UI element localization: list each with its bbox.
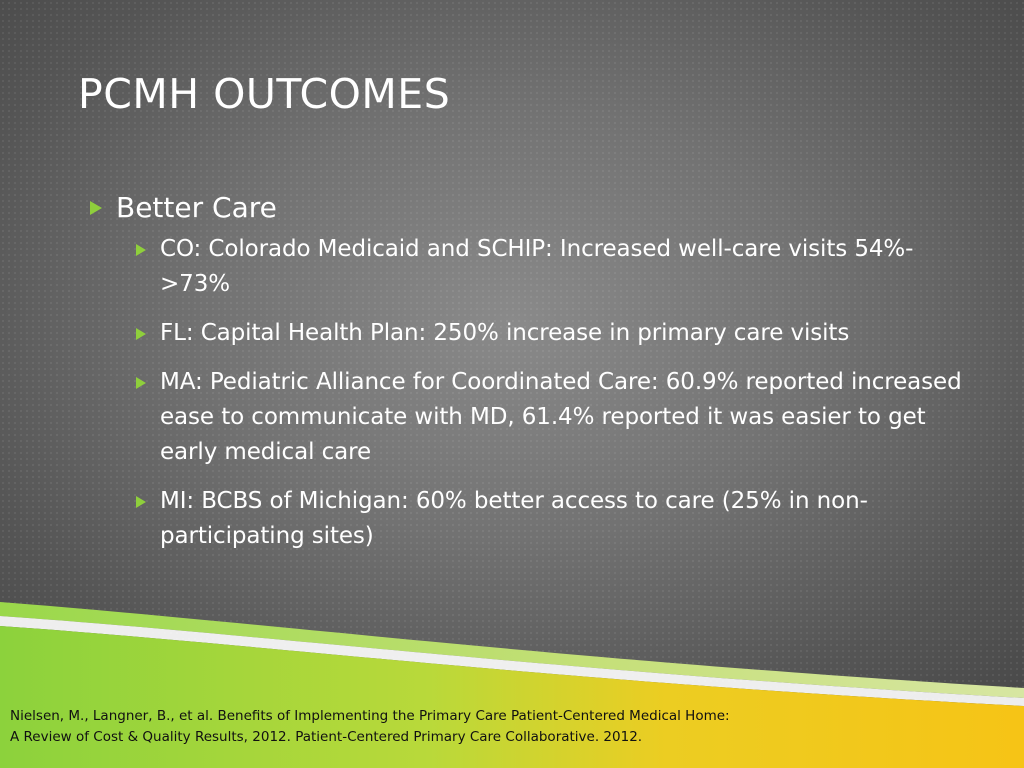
green-triangle-bullet-icon — [136, 496, 146, 508]
sub-bullet-list: CO: Colorado Medicaid and SCHIP: Increas… — [86, 232, 966, 554]
green-triangle-bullet-icon — [90, 201, 102, 215]
white-stripe — [0, 616, 1024, 706]
bullet-text: Better Care — [116, 191, 277, 224]
sub-bullet-mi: MI: BCBS of Michigan: 60% better access … — [86, 484, 966, 554]
bullet-better-care: Better Care — [86, 190, 966, 226]
slide-title: PCMH OUTCOMES — [78, 70, 451, 118]
sub-bullet-text: MI: BCBS of Michigan: 60% better access … — [160, 488, 868, 549]
citation-line-1: Nielsen, M., Langner, B., et al. Benefit… — [10, 708, 730, 724]
slide-content: Better Care CO: Colorado Medicaid and SC… — [86, 190, 966, 568]
sub-bullet-fl: FL: Capital Health Plan: 250% increase i… — [86, 316, 966, 351]
citation: Nielsen, M., Langner, B., et al. Benefit… — [10, 706, 730, 748]
green-triangle-bullet-icon — [136, 377, 146, 389]
sub-bullet-text: CO: Colorado Medicaid and SCHIP: Increas… — [160, 236, 914, 297]
citation-line-2: A Review of Cost & Quality Results, 2012… — [10, 729, 643, 745]
green-triangle-bullet-icon — [136, 328, 146, 340]
sub-bullet-text: MA: Pediatric Alliance for Coordinated C… — [160, 369, 962, 465]
sub-bullet-co: CO: Colorado Medicaid and SCHIP: Increas… — [86, 232, 966, 302]
sub-bullet-ma: MA: Pediatric Alliance for Coordinated C… — [86, 365, 966, 470]
green-sliver — [0, 602, 1024, 698]
green-triangle-bullet-icon — [136, 244, 146, 256]
sub-bullet-text: FL: Capital Health Plan: 250% increase i… — [160, 320, 850, 346]
